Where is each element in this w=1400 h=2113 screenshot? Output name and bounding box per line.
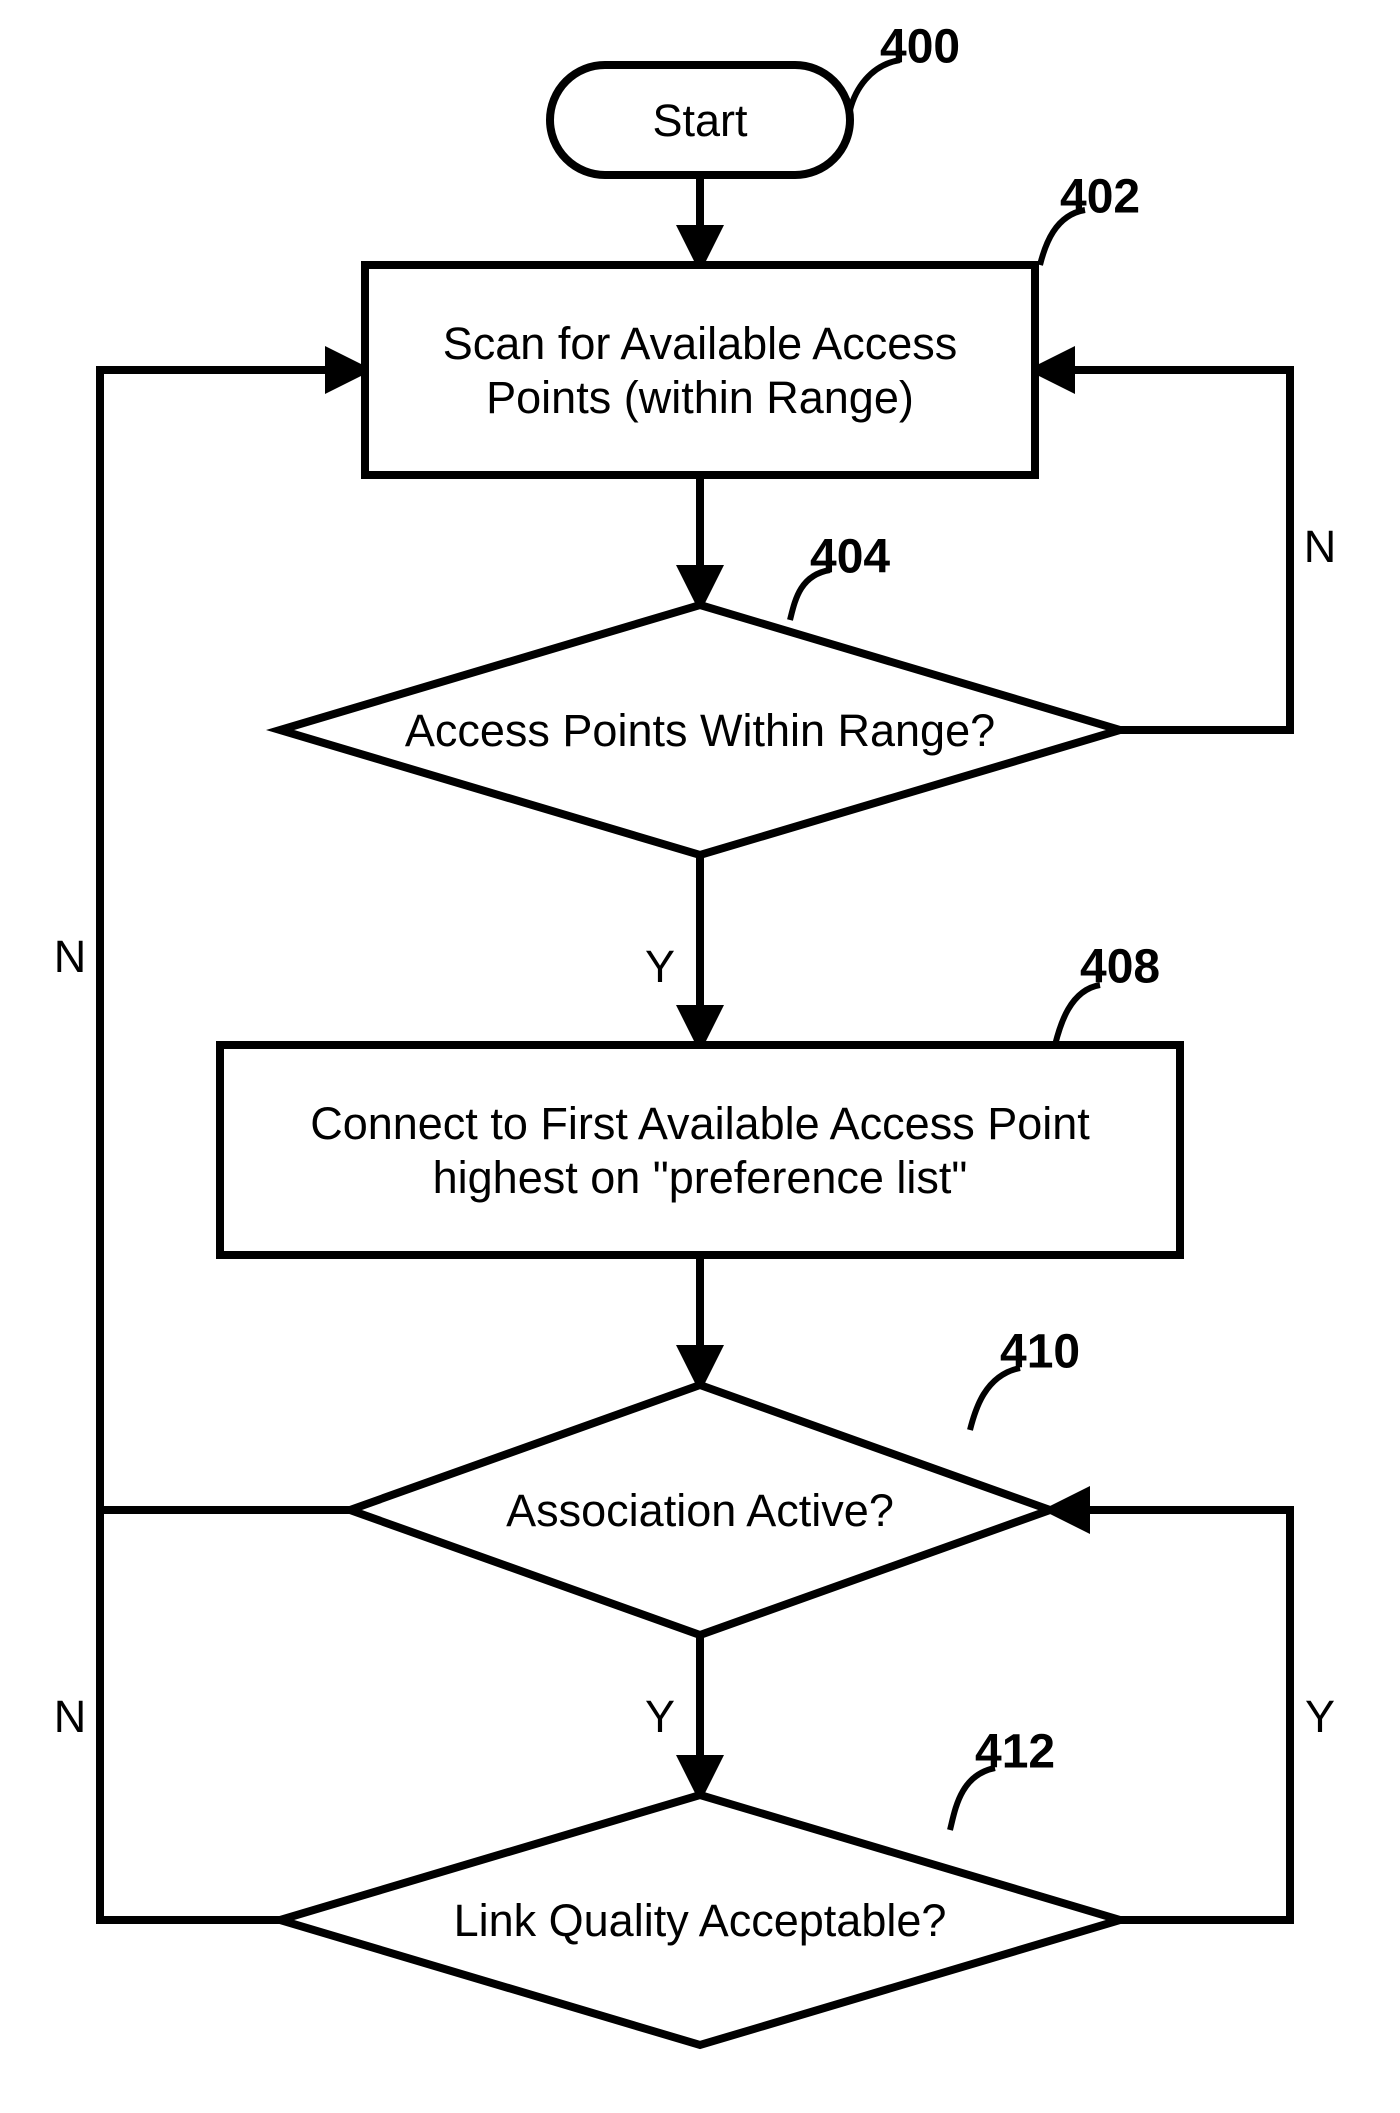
edge-label-e_dec3_yes: Y bbox=[1305, 1691, 1335, 1742]
edge-label-e_dec1_yes: Y bbox=[645, 941, 675, 992]
edge-e_dec2_no bbox=[100, 370, 365, 1510]
ref-label-n412: 412 bbox=[975, 1726, 1055, 1779]
ref-label-n408: 408 bbox=[1080, 941, 1160, 994]
node-n410: Association Active? bbox=[350, 1385, 1050, 1635]
node-n400: Start bbox=[550, 65, 850, 175]
svg-text:Link Quality Acceptable?: Link Quality Acceptable? bbox=[454, 1895, 947, 1946]
node-n408: Connect to First Available Access Pointh… bbox=[220, 1045, 1180, 1255]
node-n412: Link Quality Acceptable? bbox=[280, 1795, 1120, 2045]
edge-label-e_dec1_no: N bbox=[1304, 521, 1337, 572]
leader-n408 bbox=[1055, 985, 1100, 1045]
edge-label-e_dec2_yes: Y bbox=[645, 1691, 675, 1742]
svg-text:Points (within Range): Points (within Range) bbox=[486, 372, 914, 423]
edge-e_dec3_yes bbox=[1050, 1510, 1290, 1920]
svg-text:highest on "preference list": highest on "preference list" bbox=[433, 1152, 968, 1203]
flowchart: Start Scan for Available AccessPoints (wi… bbox=[0, 0, 1400, 2113]
svg-text:Association Active?: Association Active? bbox=[506, 1485, 894, 1536]
edge-label-e_dec3_no: N bbox=[54, 1691, 87, 1742]
svg-text:Connect to First Available Acc: Connect to First Available Access Point bbox=[310, 1098, 1090, 1149]
svg-text:Start: Start bbox=[652, 95, 748, 146]
ref-label-n410: 410 bbox=[1000, 1326, 1080, 1379]
node-n404: Access Points Within Range? bbox=[280, 605, 1120, 855]
edge-e_dec3_no bbox=[100, 1510, 280, 1920]
edge-label-e_dec2_no: N bbox=[54, 931, 87, 982]
svg-text:Scan for Available Access: Scan for Available Access bbox=[443, 318, 957, 369]
ref-label-n404: 404 bbox=[810, 531, 890, 584]
ref-label-n400: 400 bbox=[880, 21, 960, 74]
svg-text:Access Points Within Range?: Access Points Within Range? bbox=[405, 705, 995, 756]
ref-label-n402: 402 bbox=[1060, 171, 1140, 224]
edge-e_dec1_no bbox=[1035, 370, 1290, 730]
node-n402: Scan for Available AccessPoints (within … bbox=[365, 265, 1035, 475]
